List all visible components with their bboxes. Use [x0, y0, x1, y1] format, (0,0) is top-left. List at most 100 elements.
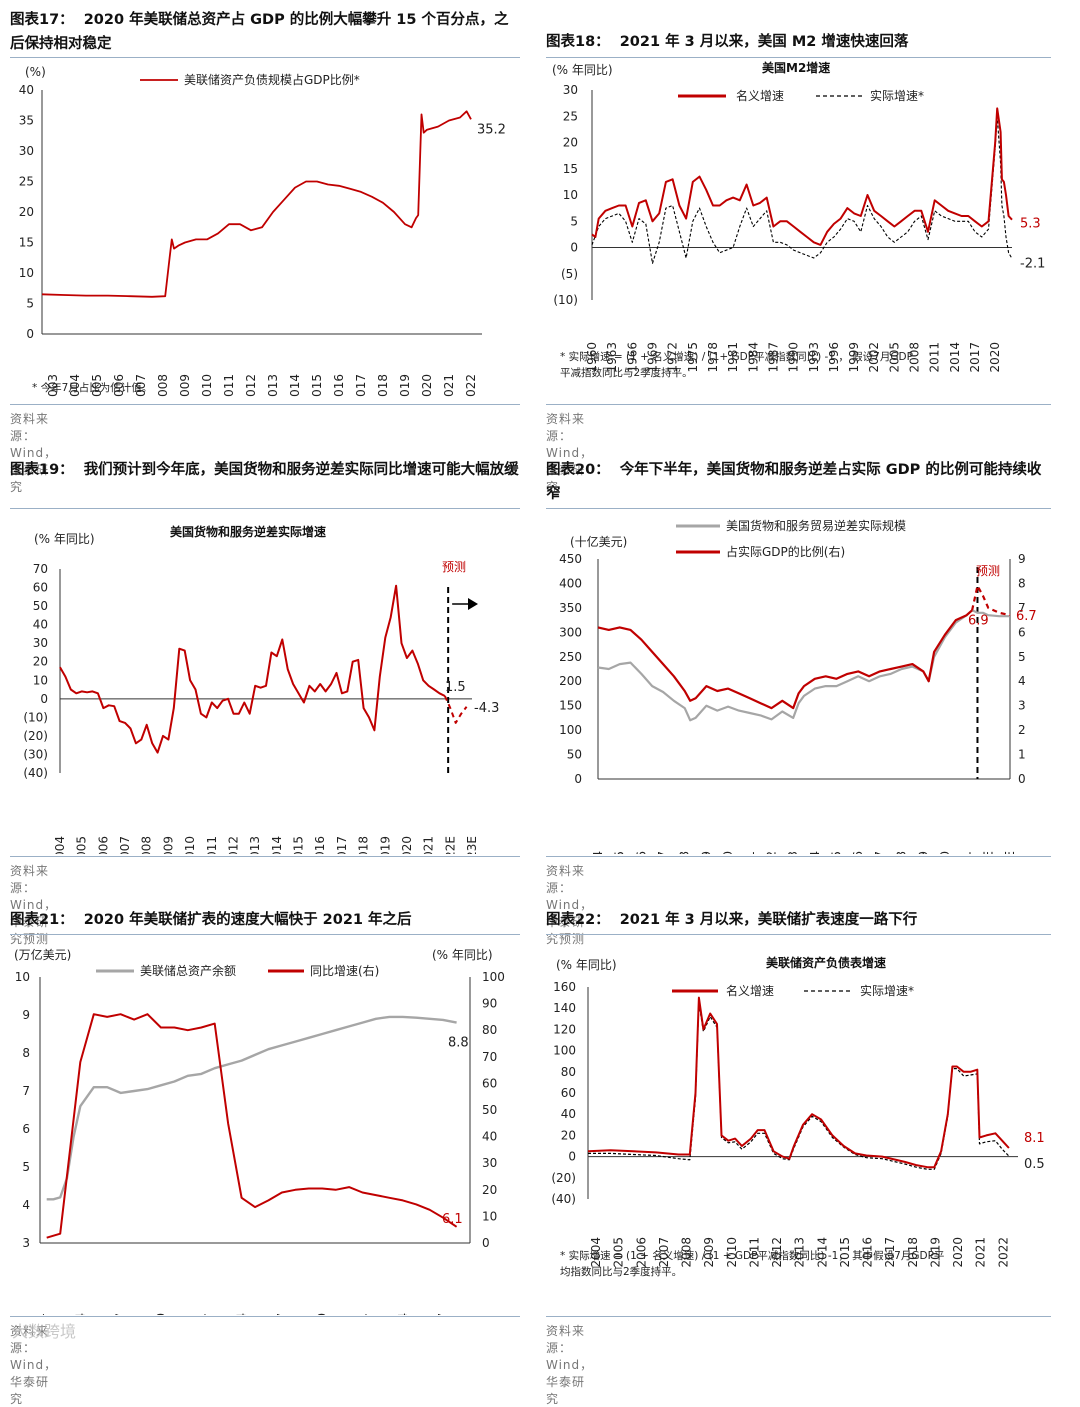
x-tick-label: 4Q2011: [743, 851, 757, 854]
x-tick-label: 2011: [747, 1237, 761, 1268]
x-tick-label: 2020: [988, 342, 1002, 373]
y-tick-label: 20: [19, 205, 34, 219]
x-tick-label: 2020: [420, 374, 434, 398]
x-tick-label: 2022/07: [436, 1313, 450, 1315]
footnote: 平减指数同比与2季度持平。: [560, 366, 693, 379]
figure-number: 图表20：: [546, 462, 610, 478]
y-tick-label: 25: [563, 109, 578, 123]
panel-title: 图表21： 2020 年美联储扩表的速度大幅快于 2021 年之后: [10, 908, 520, 932]
y-tick-label: 50: [33, 599, 48, 613]
panel-title: 图表22： 2021 年 3 月以来，美联储扩表速度一路下行: [546, 908, 1051, 932]
x-tick-label: 2021/01: [194, 1313, 208, 1315]
y2-tick-label: 10: [482, 1209, 497, 1223]
y-tick-label: 120: [553, 1022, 576, 1036]
figure-title: 2021 年 3 月以来，美联储扩表速度一路下行: [619, 912, 918, 928]
y-tick-label: 450: [559, 552, 582, 566]
y2-tick-label: 3: [1018, 699, 1026, 713]
x-tick-label: 2009: [702, 1237, 716, 1268]
y-tick-label: 20: [563, 136, 578, 150]
x-tick-label: 4Q2022E: [981, 851, 995, 854]
x-tick-label: 4Q2016: [313, 836, 327, 854]
x-tick-label: 4Q2006: [96, 836, 110, 854]
x-tick-label: 1978: [706, 342, 720, 373]
legend-label: 实际增速*: [860, 983, 914, 998]
x-tick-label: 4Q2023E: [1003, 851, 1017, 854]
figure-number: 图表17：: [10, 12, 74, 28]
y-tick-label: 200: [559, 674, 582, 688]
y-axis-unit: (十亿美元): [570, 534, 627, 549]
y2-tick-label: 50: [482, 1103, 497, 1117]
y-tick-label: 7: [22, 1084, 30, 1098]
series-line: [591, 115, 1013, 264]
x-tick-label: 2014: [288, 374, 302, 398]
x-tick-label: 2016: [332, 374, 346, 398]
y-tick-label: 40: [33, 618, 48, 632]
y-tick-label: 80: [561, 1065, 576, 1079]
legend-label: 占实际GDP的比例(右): [726, 544, 845, 559]
x-tick-label: 4Q2021: [960, 851, 974, 854]
data-label: 1.5: [445, 680, 466, 695]
x-tick-label: 4Q2016: [851, 851, 865, 854]
chart-title: 美联储资产负债表增速: [766, 955, 886, 970]
figure-title: 我们预计到今年底，美国货物和服务逆差实际同比增速可能大幅放缓: [83, 462, 519, 478]
series-line-forecast: [443, 695, 468, 724]
y-tick-label: 160: [553, 980, 576, 994]
x-tick-label: 2019: [398, 374, 412, 398]
y-tick-label: 0: [574, 772, 582, 786]
y-tick-label: 60: [33, 581, 48, 595]
x-tick-label: 4Q2004: [53, 836, 67, 854]
source-note: 资料来源：Wind，华泰研究预测: [10, 864, 58, 946]
x-tick-label: 2022/01: [356, 1313, 370, 1315]
chart-22: (% 年同比) 美联储资产负债表增速 (40) (20) 0 20 40 60 80 100 120…: [551, 955, 1045, 1278]
chart-20: (十亿美元) 0 50 100 150 200 250 300 350 400 450 0 1 2 3 4 5 6…: [559, 518, 1037, 854]
data-label: 6.7: [1016, 609, 1037, 624]
x-tick-label: 2021/04: [235, 1313, 249, 1315]
y2-tick-label: 9: [1018, 552, 1026, 566]
y-tick-label: 140: [553, 1001, 576, 1015]
y-tick-label: 60: [561, 1086, 576, 1100]
y-tick-label: 5: [22, 1160, 30, 1174]
x-tick-label: 1963: [605, 342, 619, 373]
y2-tick-label: 80: [482, 1023, 497, 1037]
chart-19: (% 年同比) 美国货物和服务逆差实际增速 (40) (30) (20) (10) 0 10 2…: [23, 524, 499, 854]
x-tick-label: 4Q2021: [422, 836, 436, 854]
y-tick-label: 30: [19, 144, 34, 158]
footer-rule: [546, 404, 1051, 405]
legend-label: 同比增速(右): [310, 963, 379, 978]
y2-tick-label: 60: [482, 1076, 497, 1090]
x-tick-label: 2011: [928, 342, 942, 373]
x-tick-label: 4Q2013: [248, 836, 262, 854]
x-tick-label: 2020/10: [154, 1313, 168, 1315]
x-tick-label: 1990: [787, 342, 801, 373]
y-tick-label: 0: [570, 241, 578, 255]
y2-tick-label: 40: [482, 1130, 497, 1144]
x-tick-label: 1993: [807, 342, 821, 373]
y-tick-label: (5): [561, 267, 578, 281]
y-tick-label: 9: [22, 1008, 30, 1022]
x-tick-label: 2010: [200, 374, 214, 398]
x-tick-label: 1984: [746, 342, 760, 373]
chart-21: (万亿美元) (% 年同比)345678910010203040506070809…: [14, 947, 505, 1315]
y-axis-unit: (% 年同比): [552, 63, 613, 77]
x-tick-label: 1969: [645, 342, 659, 373]
x-tick-label: 2018: [906, 1237, 920, 1268]
x-tick-label: 1960: [585, 342, 599, 373]
y-tick-label: 5: [26, 297, 34, 311]
data-label: 8.1: [1024, 1131, 1045, 1146]
forecast-label: 预测: [442, 560, 466, 574]
x-tick-label: 4Q2022E: [443, 836, 457, 854]
source-note: 资料来源：Wind，华泰研究预测: [546, 864, 594, 946]
y-tick-label: 300: [559, 625, 582, 639]
y2-tick-label: 7: [1018, 601, 1026, 615]
chart-18: (% 年同比) 美国M2增速 (10) (5) 0 5 10 15 20 25 30 1960 1963…: [552, 60, 1045, 379]
source-note: 资料来源：Wind，华泰研究: [546, 412, 594, 494]
watermark: 大数跨境: [12, 1322, 77, 1341]
y2-tick-label: 5: [1018, 650, 1026, 664]
y-tick-label: 30: [563, 83, 578, 97]
chart-17: (%) 0 5 10 15 20 25 30 35 40 2003 2004 2005 2006 2007 2…: [19, 65, 506, 398]
x-tick-label: 2020/07: [114, 1313, 128, 1315]
x-tick-label: 4Q2007: [118, 836, 132, 854]
y-tick-label: (40): [551, 1192, 576, 1206]
y-tick-label: (20): [23, 729, 48, 743]
x-tick-label: 2021/07: [275, 1313, 289, 1315]
